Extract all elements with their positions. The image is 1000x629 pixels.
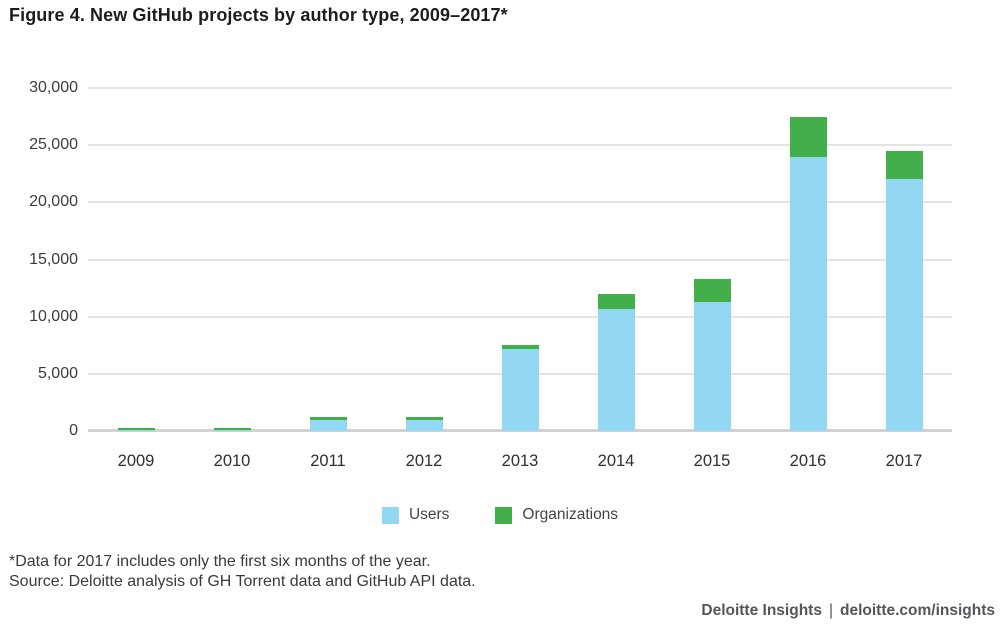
bar-2015-organizations-segment bbox=[693, 278, 731, 302]
y-tick-label: 10,000 bbox=[29, 307, 78, 325]
figure-title: Figure 4. New GitHub projects by author … bbox=[9, 5, 508, 25]
x-tick-label: 2013 bbox=[501, 452, 539, 470]
x-tick-label: 2015 bbox=[693, 452, 731, 470]
footer-url: deloitte.com/insights bbox=[839, 602, 995, 619]
y-tick-label: 25,000 bbox=[29, 136, 78, 154]
bar-2010-users-segment bbox=[213, 429, 251, 431]
x-tick-label: 2012 bbox=[405, 452, 443, 470]
gridline bbox=[88, 315, 952, 318]
y-axis: 0 5,000 10,000 15,000 20,000 25,000 30,000 bbox=[0, 79, 78, 439]
x-tick-label: 2016 bbox=[789, 452, 827, 470]
bar-2013-organizations-segment bbox=[501, 345, 539, 349]
bar-2014-organizations-segment bbox=[597, 293, 635, 309]
legend-label: Users bbox=[408, 506, 450, 523]
legend-swatch-users bbox=[381, 506, 399, 524]
x-axis: 2009 2010 2011 2012 2013 2014 2015 2016 2017 bbox=[88, 452, 952, 476]
notes: *Data for 2017 includes only the first s… bbox=[9, 552, 476, 591]
legend-item-organizations: Organizations bbox=[495, 506, 618, 524]
footer-separator: | bbox=[828, 602, 833, 619]
x-tick-label: 2009 bbox=[117, 452, 155, 470]
bar-2012-users-segment bbox=[405, 419, 443, 431]
bar-2017-users-segment bbox=[885, 179, 923, 431]
footnote: *Data for 2017 includes only the first s… bbox=[9, 553, 431, 570]
gridline bbox=[88, 87, 952, 89]
x-tick-label: 2017 bbox=[885, 452, 923, 470]
source-note: Source: Deloitte analysis of GH Torrent … bbox=[9, 572, 476, 590]
x-tick-label: 2014 bbox=[597, 452, 635, 470]
bar-2016-users-segment bbox=[789, 156, 827, 431]
gridline bbox=[88, 201, 952, 204]
bar-2009-organizations-segment bbox=[117, 428, 155, 430]
legend: Users Organizations bbox=[0, 506, 1000, 524]
footer-brand: Deloitte Insights bbox=[701, 602, 822, 619]
gridline bbox=[88, 144, 952, 147]
bar-2013-users-segment bbox=[501, 348, 539, 431]
bar-2016-organizations-segment bbox=[789, 116, 827, 157]
y-tick-label: 0 bbox=[69, 422, 78, 439]
bar-2014-users-segment bbox=[597, 308, 635, 431]
bar-2009-users-segment bbox=[117, 429, 155, 431]
y-tick-label: 5,000 bbox=[37, 364, 78, 382]
legend-item-users: Users bbox=[381, 506, 450, 524]
bar-2010-organizations-segment bbox=[213, 428, 251, 430]
x-tick-label: 2011 bbox=[310, 452, 346, 470]
bar-2012-organizations-segment bbox=[405, 417, 443, 420]
legend-swatch-organizations bbox=[495, 506, 513, 524]
bar-2011-users-segment bbox=[309, 419, 347, 431]
bar-2015-users-segment bbox=[693, 301, 731, 431]
bar-2017-organizations-segment bbox=[885, 150, 923, 180]
footer: Deloitte Insights | deloitte.com/insights bbox=[701, 602, 995, 620]
legend-label: Organizations bbox=[522, 506, 619, 523]
gridline bbox=[88, 258, 952, 261]
plot-area bbox=[88, 87, 952, 432]
y-tick-label: 20,000 bbox=[29, 193, 78, 211]
y-tick-label: 30,000 bbox=[29, 79, 78, 96]
x-tick-label: 2010 bbox=[213, 452, 251, 470]
bar-2011-organizations-segment bbox=[309, 417, 347, 420]
y-tick-label: 15,000 bbox=[29, 250, 78, 268]
